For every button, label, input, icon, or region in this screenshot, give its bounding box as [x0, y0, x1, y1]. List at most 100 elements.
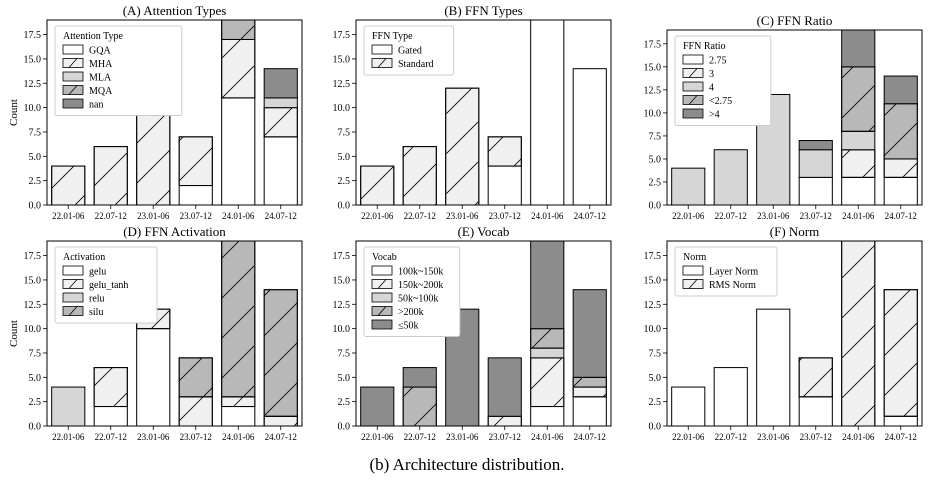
y-tick-label: 5.0 — [29, 152, 42, 163]
x-tick-label: 22.07-12 — [95, 211, 127, 221]
bar-segment — [263, 97, 298, 109]
bar-segment — [360, 386, 395, 427]
legend-swatch-hatch — [688, 68, 698, 78]
legend-swatch-hatch — [68, 58, 78, 68]
x-tick-label: 22.01-06 — [672, 211, 705, 221]
legend-swatch — [682, 265, 704, 276]
bar-segment — [713, 367, 748, 427]
bar-hatch — [402, 146, 437, 206]
legend-swatch-hatch — [377, 306, 387, 316]
y-tick-label: 7.5 — [338, 127, 351, 138]
bar-hatch — [93, 367, 128, 408]
x-tick-label: 24.01-06 — [222, 432, 255, 442]
chart-title: (D) FFN Activation — [123, 224, 226, 239]
legend-box — [54, 25, 183, 116]
legend-label: gelu_tanh — [89, 280, 128, 291]
y-tick-label: 10.0 — [644, 108, 662, 119]
y-tick-label: 12.5 — [644, 85, 662, 96]
y-tick-label: 5.0 — [29, 373, 42, 384]
y-tick-label: 10.0 — [24, 103, 42, 114]
x-tick-label: 23.01-06 — [137, 211, 170, 221]
y-tick-label: 12.5 — [24, 300, 42, 311]
chart-title: (C) FFN Ratio — [757, 13, 833, 28]
y-tick-label: 15.0 — [24, 54, 42, 65]
legend-label: MLA — [89, 73, 112, 84]
legend-label: 150k~200k — [398, 280, 443, 291]
legend-label: >200k — [398, 307, 424, 318]
x-tick-label: 22.01-06 — [52, 211, 85, 221]
legend-title: FFN Ratio — [683, 41, 726, 52]
bar-hatch — [487, 136, 522, 167]
bar-segment — [530, 19, 565, 206]
x-tick-label: 23.07-12 — [489, 211, 521, 221]
legend-swatch — [62, 98, 84, 109]
y-tick-label: 12.5 — [333, 300, 351, 311]
x-tick-label: 23.07-12 — [180, 211, 212, 221]
x-tick-label: 22.07-12 — [95, 432, 127, 442]
bar-segment — [841, 176, 876, 206]
x-tick-label: 24.07-12 — [265, 211, 297, 221]
legend-label: nan — [89, 100, 103, 111]
bar-segment — [221, 406, 256, 427]
y-tick-label: 2.5 — [29, 397, 42, 408]
legend-swatch-hatch — [68, 306, 78, 316]
x-tick-label: 22.07-12 — [715, 432, 747, 442]
legend-swatch-hatch — [688, 279, 698, 289]
legend-swatch — [62, 44, 84, 55]
y-tick-label: 5.0 — [649, 154, 662, 165]
bar-segment — [178, 185, 213, 206]
y-tick-label: 15.0 — [333, 275, 351, 286]
bar-segment — [883, 415, 918, 427]
legend-swatch-hatch — [377, 58, 387, 68]
bar-segment — [572, 396, 607, 427]
bar-hatch — [798, 357, 833, 398]
y-tick-label: 2.5 — [29, 176, 42, 187]
bar-segment — [798, 140, 833, 151]
x-tick-label: 24.07-12 — [885, 211, 917, 221]
y-tick-label: 7.5 — [29, 348, 42, 359]
bar-hatch — [263, 107, 298, 138]
bar-segment — [572, 289, 607, 378]
y-tick-label: 0.0 — [338, 422, 351, 433]
x-tick-label: 23.07-12 — [800, 211, 832, 221]
x-tick-label: 24.01-06 — [531, 432, 564, 442]
y-tick-label: 10.0 — [333, 324, 351, 335]
x-tick-label: 22.01-06 — [52, 432, 85, 442]
x-tick-label: 24.01-06 — [531, 211, 564, 221]
y-tick-label: 17.5 — [24, 30, 42, 41]
bar-segment — [671, 167, 706, 206]
x-tick-label: 22.01-06 — [361, 211, 394, 221]
bar-segment — [51, 386, 86, 427]
bar-hatch — [221, 38, 256, 99]
bar-hatch — [841, 66, 876, 132]
legend-label: Gated — [398, 46, 422, 57]
chart-title: (A) Attention Types — [123, 3, 227, 18]
x-tick-label: 24.07-12 — [574, 211, 606, 221]
bar-hatch — [883, 103, 918, 160]
bar-segment — [530, 406, 565, 427]
legend-label: 3 — [709, 69, 714, 80]
x-tick-label: 23.07-12 — [489, 432, 521, 442]
y-axis-label: Count — [8, 99, 20, 126]
bar-segment — [798, 396, 833, 427]
y-tick-label: 15.0 — [644, 62, 662, 73]
legend-label: 4 — [709, 83, 714, 94]
legend-label: 50k~100k — [398, 294, 438, 305]
legend-swatch — [371, 319, 393, 330]
legend-swatch-hatch — [68, 279, 78, 289]
plot-frame — [666, 240, 923, 427]
y-tick-label: 15.0 — [644, 275, 662, 286]
bar-hatch — [263, 415, 298, 427]
plot-frame — [46, 240, 303, 427]
x-tick-label: 23.07-12 — [180, 432, 212, 442]
x-tick-label: 23.07-12 — [800, 432, 832, 442]
bar-hatch — [360, 165, 395, 206]
bar-hatch — [178, 136, 213, 187]
legend-label: RMS Norm — [709, 280, 756, 291]
chart-title: (F) Norm — [770, 224, 819, 239]
bar-hatch — [883, 158, 918, 178]
legend-title: FFN Type — [372, 31, 413, 42]
bar-hatch — [487, 415, 522, 427]
y-tick-label: 2.5 — [649, 397, 662, 408]
x-tick-label: 24.01-06 — [842, 432, 875, 442]
